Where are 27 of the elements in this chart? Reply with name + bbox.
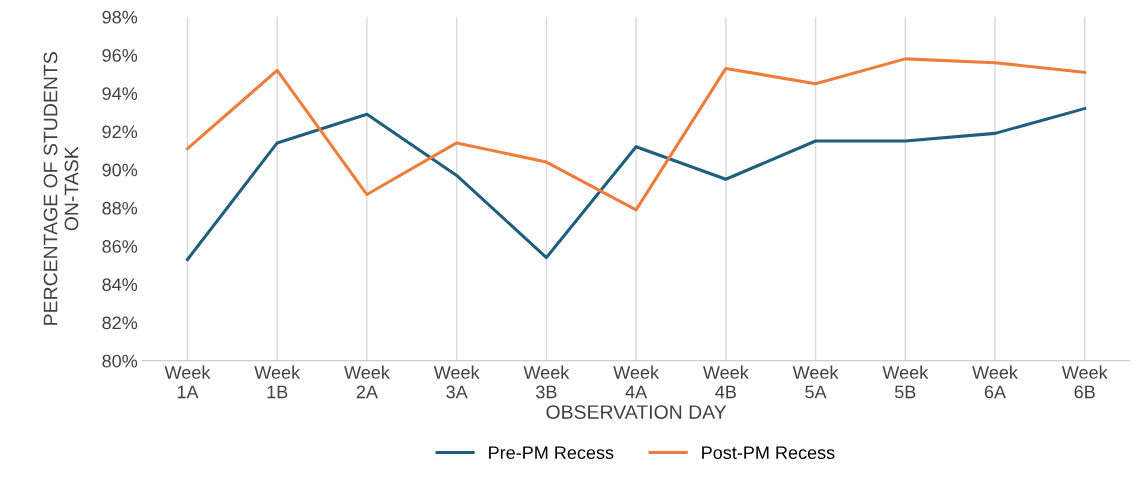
legend-label: Post-PM Recess [702, 446, 835, 460]
line-series [185, 107, 1087, 262]
x-tick-label: Week 1B [254, 365, 301, 399]
x-tick-label: Week 5A [792, 365, 839, 399]
y-tick-label: 92% [102, 125, 138, 139]
x-axis-title: OBSERVATION DAY [546, 405, 727, 419]
x-tick-label: Week 4A [613, 365, 660, 399]
y-tick-label: 96% [102, 48, 138, 62]
legend-label: Pre-PM Recess [489, 446, 614, 460]
x-tick-label: Week 6A [972, 365, 1018, 399]
y-axis-title: PERCENTAGE OF STUDENTS ON-TASK [43, 52, 79, 325]
y-tick-label: 90% [102, 163, 138, 177]
x-tick-label: Week 6B [1061, 365, 1108, 399]
line-series [185, 57, 1087, 212]
x-tick-label: Week 3A [433, 365, 480, 399]
y-tick-label: 98% [102, 10, 138, 24]
x-tick-label: Week 3B [523, 365, 570, 399]
x-tick-label: Week 5B [882, 365, 929, 399]
y-tick-label: 94% [102, 87, 138, 100]
y-tick-label: 82% [102, 316, 138, 330]
y-tick-label: 88% [102, 201, 138, 215]
x-tick-label: Week 4B [702, 365, 749, 399]
y-tick-label: 84% [102, 278, 138, 292]
y-tick-label: 80% [102, 354, 138, 368]
x-tick-label: Week 2A [344, 365, 390, 399]
x-tick-label: Week 1A [164, 365, 211, 399]
y-tick-label: 86% [102, 240, 138, 253]
